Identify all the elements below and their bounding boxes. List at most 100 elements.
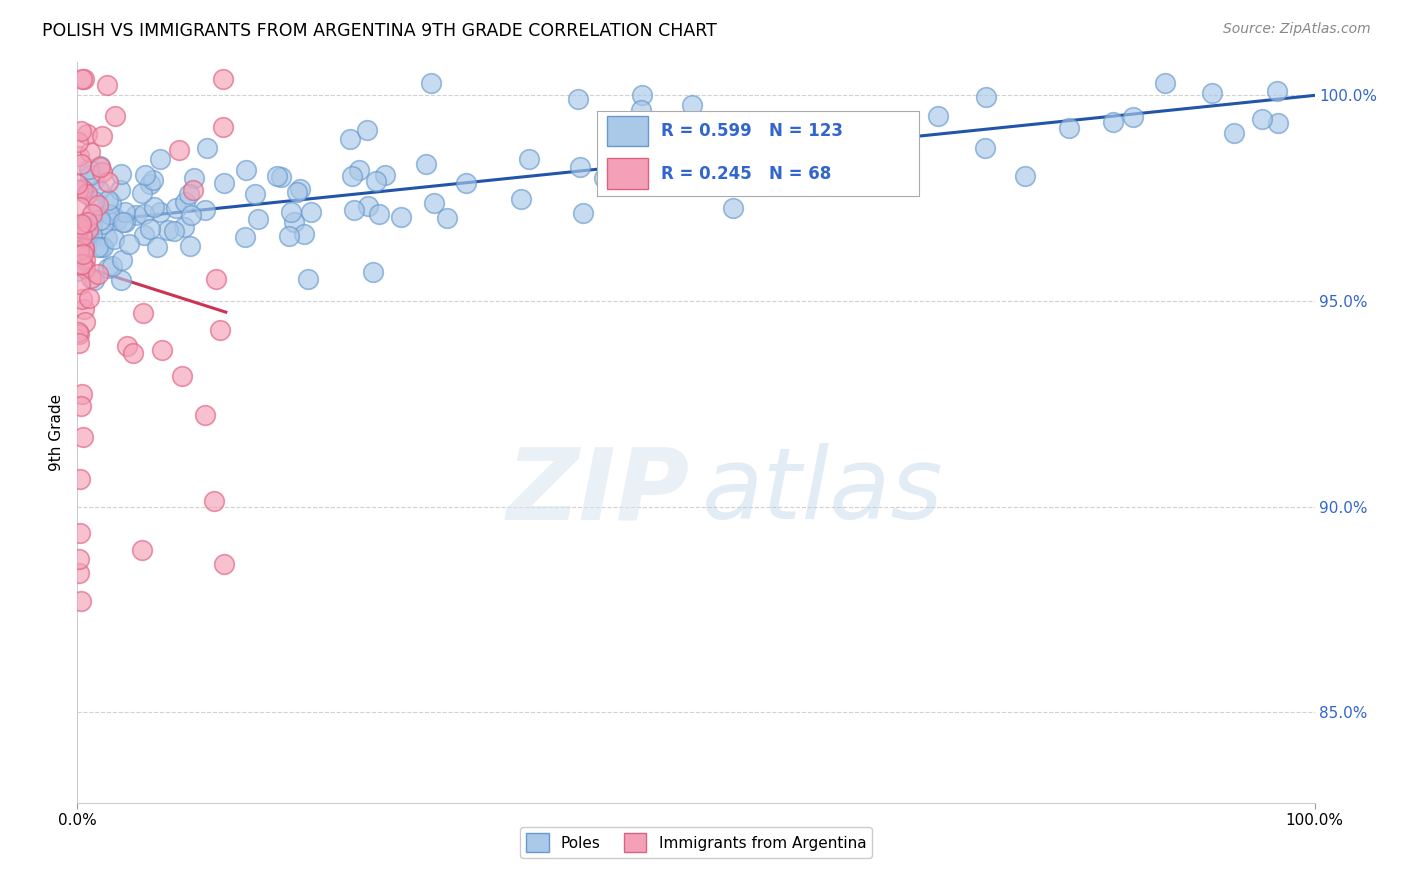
- Point: [67, 327, 90, 342]
- Point: [1102, 115, 1125, 129]
- Y-axis label: 9th Grade: 9th Grade: [49, 394, 65, 471]
- Point: [195, 140, 218, 154]
- Point: [87, 198, 110, 212]
- Point: [194, 202, 217, 217]
- Point: [838, 153, 860, 168]
- Point: [69, 472, 91, 486]
- Point: [67, 552, 90, 566]
- Point: [149, 152, 172, 166]
- Point: [208, 323, 231, 337]
- Point: [204, 272, 226, 286]
- Point: [233, 229, 256, 244]
- Point: [69, 157, 91, 171]
- Point: [367, 207, 389, 221]
- Point: [138, 178, 160, 192]
- Point: [593, 170, 616, 185]
- Point: [69, 399, 91, 413]
- Point: [174, 195, 197, 210]
- Point: [347, 163, 370, 178]
- Point: [83, 273, 105, 287]
- Point: [83, 194, 105, 208]
- Point: [280, 204, 302, 219]
- Point: [100, 196, 122, 211]
- Point: [139, 222, 162, 236]
- Point: [72, 224, 94, 238]
- Point: [67, 244, 90, 258]
- Point: [97, 193, 120, 207]
- Point: [110, 167, 132, 181]
- Point: [1250, 112, 1272, 126]
- Point: [391, 210, 413, 224]
- Point: [132, 207, 155, 221]
- Point: [103, 232, 125, 246]
- Point: [288, 182, 311, 196]
- Point: [974, 141, 997, 155]
- Point: [93, 217, 115, 231]
- Point: [73, 243, 96, 257]
- Point: [67, 149, 90, 163]
- Point: [517, 152, 540, 166]
- Point: [285, 185, 308, 199]
- Point: [114, 205, 136, 219]
- Point: [79, 168, 101, 182]
- Point: [76, 127, 98, 141]
- Point: [131, 186, 153, 200]
- Point: [356, 123, 378, 137]
- Point: [212, 120, 235, 134]
- Point: [277, 229, 299, 244]
- Point: [90, 165, 112, 179]
- Point: [70, 124, 93, 138]
- Point: [76, 215, 98, 229]
- Point: [235, 163, 257, 178]
- Point: [80, 270, 103, 285]
- Point: [132, 306, 155, 320]
- Text: Source: ZipAtlas.com: Source: ZipAtlas.com: [1223, 22, 1371, 37]
- Point: [91, 129, 114, 144]
- Point: [77, 291, 100, 305]
- Point: [134, 168, 156, 182]
- Point: [270, 169, 292, 184]
- Point: [146, 240, 169, 254]
- Point: [72, 247, 94, 261]
- Point: [143, 200, 166, 214]
- Point: [246, 211, 269, 226]
- Point: [212, 558, 235, 572]
- Point: [567, 92, 589, 106]
- Point: [245, 186, 267, 201]
- Point: [121, 346, 143, 360]
- Point: [142, 172, 165, 186]
- Point: [115, 339, 138, 353]
- Point: [165, 201, 187, 215]
- Point: [75, 240, 97, 254]
- Point: [202, 493, 225, 508]
- Point: [101, 260, 124, 274]
- Point: [90, 239, 112, 253]
- Point: [89, 212, 111, 227]
- Text: atlas: atlas: [702, 443, 943, 541]
- Point: [283, 215, 305, 229]
- Point: [66, 264, 89, 278]
- Point: [801, 155, 824, 169]
- Point: [131, 543, 153, 558]
- Point: [374, 168, 396, 182]
- Point: [67, 221, 90, 235]
- Point: [111, 252, 134, 267]
- Point: [73, 241, 96, 255]
- Point: [96, 231, 118, 245]
- Point: [150, 343, 173, 358]
- Point: [415, 157, 437, 171]
- Point: [704, 178, 727, 192]
- Point: [80, 227, 103, 242]
- Point: [357, 199, 380, 213]
- Point: [83, 172, 105, 186]
- Text: POLISH VS IMMIGRANTS FROM ARGENTINA 9TH GRADE CORRELATION CHART: POLISH VS IMMIGRANTS FROM ARGENTINA 9TH …: [42, 22, 717, 40]
- Point: [569, 160, 592, 174]
- Point: [1154, 76, 1177, 90]
- Point: [361, 265, 384, 279]
- Point: [340, 169, 363, 183]
- Point: [69, 277, 91, 291]
- Point: [66, 177, 89, 191]
- Point: [163, 224, 186, 238]
- Point: [69, 525, 91, 540]
- Point: [72, 182, 94, 196]
